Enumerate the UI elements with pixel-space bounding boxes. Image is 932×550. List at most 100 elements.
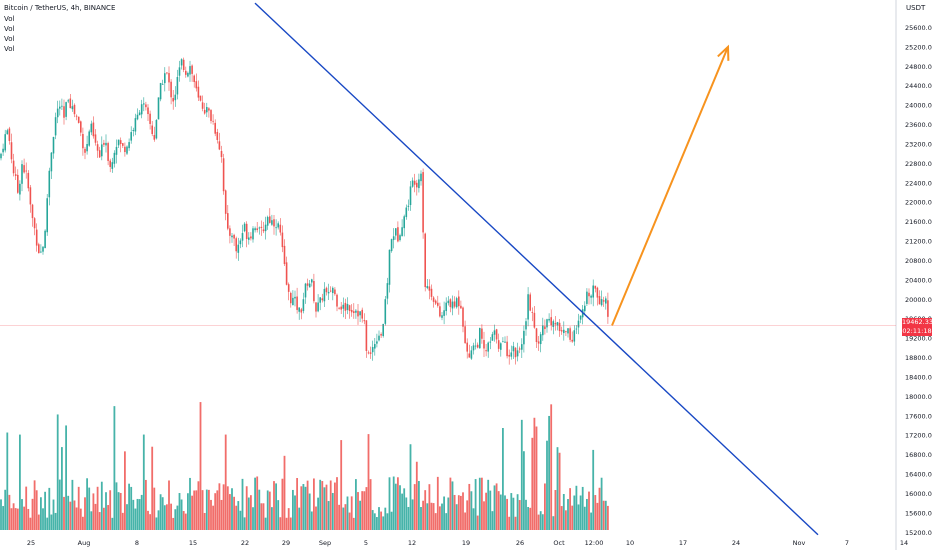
candle-body xyxy=(300,309,303,313)
candle-body xyxy=(466,342,468,352)
volume-bar xyxy=(558,452,561,530)
candle-body xyxy=(602,300,605,302)
volume-bar xyxy=(98,512,101,530)
volume-bar xyxy=(199,402,202,530)
candle-body xyxy=(411,180,414,187)
volume-bar xyxy=(140,494,143,530)
candle-body xyxy=(113,152,116,164)
price-axis[interactable]: 15200.00 15600.00 16000.00 16400.00 16800.00… xyxy=(905,24,932,537)
time-tick-label: 26 xyxy=(516,539,524,547)
volume-bar xyxy=(565,510,567,530)
volume-bar xyxy=(235,505,238,530)
candle-body xyxy=(334,289,336,295)
volume-bar xyxy=(250,495,252,530)
volume-bar xyxy=(31,498,34,530)
volume-bar xyxy=(491,511,494,530)
candle-body xyxy=(336,294,338,307)
volume-bar xyxy=(310,511,313,530)
volume-bar xyxy=(187,493,189,530)
volume-bar xyxy=(434,513,437,530)
candle-body xyxy=(149,113,151,124)
candle-body xyxy=(229,228,231,236)
volume-bar xyxy=(193,490,196,530)
volume-bar xyxy=(422,500,424,530)
price-tick-label: 24000.00 xyxy=(905,102,932,110)
candle-body xyxy=(75,115,78,117)
time-tick-label: 12:00 xyxy=(585,539,604,547)
volume-bar xyxy=(313,478,315,530)
volume-bar xyxy=(487,479,490,530)
volume-bar xyxy=(474,479,477,530)
candle-body xyxy=(136,114,139,120)
price-tick-label: 22800.00 xyxy=(905,160,932,168)
volume-indicator-3[interactable]: Vol xyxy=(4,35,15,43)
projection-arrow[interactable] xyxy=(611,44,730,326)
price-tick-label: 24800.00 xyxy=(905,63,932,71)
volume-bar xyxy=(67,495,70,530)
candle-body xyxy=(548,318,550,321)
price-tick-label: 20800.00 xyxy=(905,257,932,265)
candle-body xyxy=(594,285,597,289)
candle-body xyxy=(298,307,300,312)
candle-body xyxy=(418,179,420,189)
candle-body xyxy=(447,300,450,304)
candle-body xyxy=(285,262,288,285)
volume-bar xyxy=(147,510,149,530)
volume-indicator-4[interactable]: Vol xyxy=(4,45,15,53)
price-tick-label: 20400.00 xyxy=(905,276,932,284)
volume-bar xyxy=(172,517,175,530)
candle-body xyxy=(107,143,109,161)
volume-bar xyxy=(77,486,80,530)
volume-bar xyxy=(226,486,229,530)
candle-body xyxy=(178,67,181,76)
candle-body xyxy=(546,319,548,328)
volume-bar xyxy=(44,491,46,530)
trendline[interactable] xyxy=(254,2,819,536)
candle-body xyxy=(17,174,19,193)
candle-body xyxy=(401,227,403,237)
time-tick-label: 12 xyxy=(408,539,416,547)
volume-bar xyxy=(508,516,511,530)
volume-bar xyxy=(386,513,389,530)
volume-bar xyxy=(302,484,305,530)
candle-body xyxy=(544,326,546,330)
time-tick-label: 15 xyxy=(189,539,197,547)
volume-bar xyxy=(548,415,550,530)
volume-bar xyxy=(136,498,139,530)
volume-bar xyxy=(418,481,420,530)
candle-body xyxy=(266,216,269,226)
candle-body xyxy=(506,341,508,357)
candle-body xyxy=(420,173,422,182)
candle-body xyxy=(321,298,324,301)
candle-body xyxy=(359,311,361,316)
volume-bar xyxy=(277,500,280,530)
volume-bar xyxy=(462,492,464,530)
volume-bar xyxy=(65,425,67,530)
volume-bar xyxy=(602,500,605,530)
candle-body xyxy=(443,310,445,316)
volume-indicator-1[interactable]: Vol xyxy=(4,15,15,23)
candle-body xyxy=(243,223,246,232)
candle-body xyxy=(403,216,405,229)
candle-body xyxy=(294,296,296,299)
symbol-title[interactable]: Bitcoin / TetherUS, 4h, BINANCE xyxy=(4,4,116,12)
volume-bar xyxy=(331,492,334,530)
candle-body xyxy=(168,73,170,83)
volume-bar xyxy=(367,434,370,530)
volume-bar xyxy=(296,478,298,530)
volume-bar xyxy=(115,482,118,530)
volume-bar xyxy=(243,517,246,530)
volume-bar xyxy=(170,503,172,530)
candle-body xyxy=(80,121,82,133)
volume-bar xyxy=(592,449,595,530)
time-axis[interactable]: 25 Aug 8 15 22 29 Sep 5 12 19 26 Oct 12:00 10 17 24 Nov 7… xyxy=(27,539,908,547)
candle-body xyxy=(460,305,462,309)
candle-body xyxy=(201,102,204,109)
volume-indicator-2[interactable]: Vol xyxy=(4,25,15,33)
volume-bar xyxy=(292,489,294,530)
volume-bar xyxy=(73,500,76,530)
volume-bar xyxy=(344,504,347,530)
candle-body xyxy=(33,218,36,229)
candle-body xyxy=(239,240,242,245)
